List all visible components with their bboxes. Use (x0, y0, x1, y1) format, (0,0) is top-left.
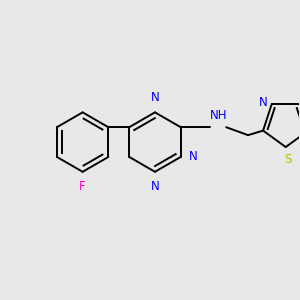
Text: N: N (189, 150, 197, 164)
Text: F: F (79, 180, 86, 193)
Text: N: N (151, 180, 159, 193)
Text: NH: NH (210, 109, 227, 122)
Text: S: S (284, 153, 291, 166)
Text: N: N (151, 92, 159, 104)
Text: N: N (259, 95, 268, 109)
